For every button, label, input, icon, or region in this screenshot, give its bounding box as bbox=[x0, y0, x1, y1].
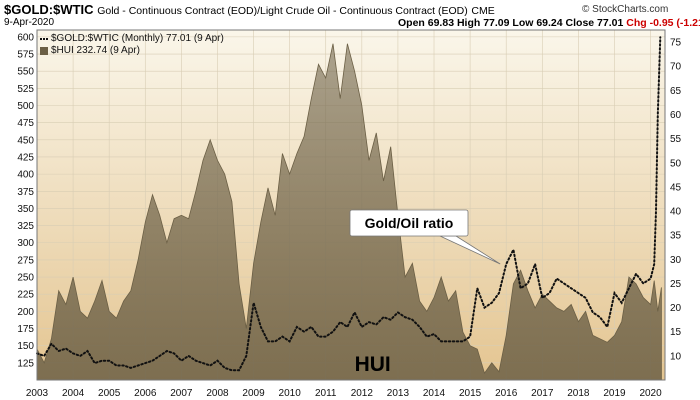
left-tick-label: 125 bbox=[17, 358, 34, 369]
x-tick-label: 2015 bbox=[459, 388, 482, 399]
legend-hui-label: $HUI 232.74 (9 Apr) bbox=[51, 45, 140, 56]
right-tick-label: 30 bbox=[670, 255, 682, 266]
x-tick-label: 2005 bbox=[98, 388, 121, 399]
open-value: Open 69.83 bbox=[398, 17, 455, 29]
high-value: High 77.09 bbox=[456, 17, 510, 29]
left-tick-label: 375 bbox=[17, 187, 34, 198]
left-tick-label: 150 bbox=[17, 341, 34, 352]
right-tick-label: 55 bbox=[670, 134, 682, 145]
callout-box bbox=[349, 209, 469, 237]
left-tick-label: 175 bbox=[17, 324, 34, 335]
right-tick-label: 40 bbox=[670, 207, 682, 218]
ticker-title: $GOLD:$WTIC Gold - Continuous Contract (… bbox=[4, 2, 495, 17]
right-tick-label: 20 bbox=[670, 303, 682, 314]
x-tick-label: 2007 bbox=[170, 388, 193, 399]
x-tick-label: 2003 bbox=[26, 388, 49, 399]
left-tick-label: 325 bbox=[17, 221, 34, 232]
right-tick-label: 60 bbox=[670, 110, 682, 121]
legend: $GOLD:$WTIC (Monthly) 77.01 (9 Apr) $HUI… bbox=[40, 33, 224, 57]
low-value: Low 69.24 bbox=[512, 17, 563, 29]
left-tick-label: 250 bbox=[17, 273, 34, 284]
x-tick-label: 2010 bbox=[279, 388, 302, 399]
left-tick-label: 575 bbox=[17, 50, 34, 61]
exchange-label: CME bbox=[471, 5, 495, 17]
left-tick-label: 300 bbox=[17, 238, 34, 249]
legend-ratio-label: $GOLD:$WTIC (Monthly) 77.01 (9 Apr) bbox=[51, 33, 224, 44]
ohlc-readout: Open 69.83 High 77.09 Low 69.24 Close 77… bbox=[398, 17, 700, 29]
right-tick-label: 50 bbox=[670, 158, 682, 169]
change-value: Chg -0.95 (-1.21%) bbox=[626, 17, 700, 29]
right-tick-label: 75 bbox=[670, 38, 682, 49]
quote-date: 9-Apr-2020 bbox=[4, 17, 55, 28]
left-tick-label: 475 bbox=[17, 118, 34, 129]
hui-series bbox=[36, 43, 662, 381]
close-value: Close 77.01 bbox=[565, 17, 624, 29]
left-tick-label: 225 bbox=[17, 290, 34, 301]
left-tick-label: 200 bbox=[17, 307, 34, 318]
right-tick-label: 70 bbox=[670, 62, 682, 73]
x-tick-label: 2012 bbox=[351, 388, 374, 399]
x-tick-label: 2019 bbox=[603, 388, 626, 399]
left-tick-label: 350 bbox=[17, 204, 34, 215]
right-tick-label: 10 bbox=[670, 351, 682, 362]
left-tick-label: 400 bbox=[17, 170, 34, 181]
left-tick-label: 275 bbox=[17, 255, 34, 266]
area-swatch-icon bbox=[40, 47, 48, 55]
brand-label: © StockCharts.com bbox=[582, 4, 669, 15]
hui-label: HUI bbox=[355, 353, 391, 376]
right-tick-label: 65 bbox=[670, 86, 682, 97]
left-tick-label: 525 bbox=[17, 84, 34, 95]
dotted-line-icon bbox=[40, 38, 48, 40]
ticker-symbol: $GOLD:$WTIC bbox=[4, 2, 94, 17]
x-tick-label: 2013 bbox=[387, 388, 410, 399]
left-tick-label: 425 bbox=[17, 152, 34, 163]
x-tick-label: 2011 bbox=[315, 388, 337, 399]
x-tick-label: 2014 bbox=[423, 388, 446, 399]
left-tick-label: 550 bbox=[17, 67, 34, 78]
right-tick-label: 35 bbox=[670, 231, 682, 242]
legend-item-hui: $HUI 232.74 (9 Apr) bbox=[40, 45, 224, 57]
legend-item-ratio: $GOLD:$WTIC (Monthly) 77.01 (9 Apr) bbox=[40, 33, 224, 45]
left-tick-label: 600 bbox=[17, 32, 34, 43]
ratio-line bbox=[36, 36, 662, 372]
left-tick-label: 500 bbox=[17, 101, 34, 112]
hui-area bbox=[36, 43, 662, 381]
ratio-series bbox=[36, 36, 662, 372]
x-tick-label: 2020 bbox=[639, 388, 662, 399]
right-tick-label: 25 bbox=[670, 279, 682, 290]
x-tick-label: 2009 bbox=[242, 388, 265, 399]
left-tick-label: 450 bbox=[17, 135, 34, 146]
axes: 125 150 175 200 225 250 275 300 325 350 375 400 425 4… bbox=[17, 32, 681, 399]
x-tick-label: 2016 bbox=[495, 388, 518, 399]
chart-subtitle: Gold - Continuous Contract (EOD)/Light C… bbox=[97, 5, 468, 17]
annotations: Gold/Oil ratio HUI bbox=[349, 209, 501, 376]
callout-label: Gold/Oil ratio bbox=[365, 215, 454, 231]
right-tick-label: 45 bbox=[670, 182, 682, 193]
x-tick-label: 2018 bbox=[567, 388, 590, 399]
right-tick-label: 15 bbox=[670, 327, 682, 338]
x-tick-label: 2008 bbox=[206, 388, 229, 399]
x-tick-label: 2004 bbox=[62, 388, 85, 399]
x-tick-label: 2017 bbox=[531, 388, 554, 399]
x-tick-label: 2006 bbox=[134, 388, 157, 399]
plot-border bbox=[36, 29, 666, 381]
